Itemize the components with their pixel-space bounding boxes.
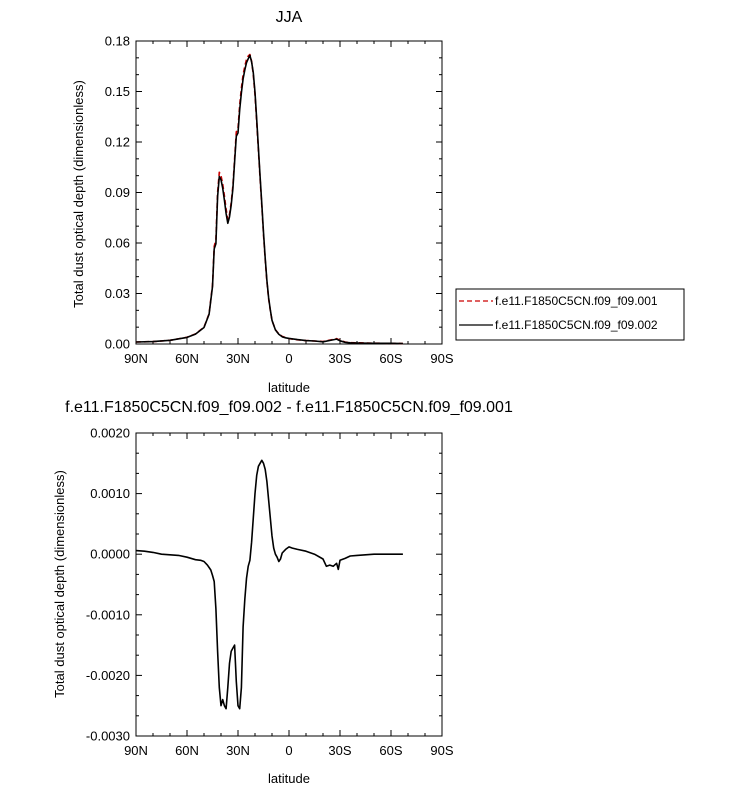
bottom-y-tick-label: 0.0000: [90, 547, 130, 562]
bottom-series-line-1: [135, 459, 403, 710]
top-x-tick-label: 0: [285, 351, 292, 366]
bottom-x-tick-label: 30N: [226, 743, 250, 758]
bottom-y-tick-label: -0.0030: [86, 729, 130, 744]
top-y-tick-label: 0.06: [105, 236, 130, 251]
top-y-tick-label: 0.15: [105, 84, 130, 99]
bottom-y-tick-label: 0.0020: [90, 426, 130, 441]
bottom-plot-area: 90N 60N 30N 0 30S 60S 90S -0.0030 -0.0020 -0.0010…: [86, 426, 454, 759]
top-plot-frame: [135, 40, 443, 345]
bottom-panel: f.e11.F1850C5CN.f09_f09.002 - f.e11.F185…: [52, 399, 513, 786]
bottom-x-tick-label: 30S: [328, 743, 351, 758]
bottom-x-tick-label: 60N: [175, 743, 199, 758]
top-x-tick-label: 60N: [175, 351, 199, 366]
bottom-y-tick-label: -0.0020: [86, 668, 130, 683]
top-y-tick-label: 0.03: [105, 286, 130, 301]
bottom-x-axis-label: latitude: [268, 771, 310, 786]
top-x-tick-label: 90S: [430, 351, 453, 366]
top-series-line-2: [135, 54, 403, 345]
top-panel: JJA latitude Total dust optical depth (d…: [71, 9, 454, 395]
legend-label-series-2: f.e11.F1850C5CN.f09_f09.002: [495, 318, 658, 332]
top-x-tick-label: 60S: [379, 351, 402, 366]
bottom-x-tick-label: 90N: [124, 743, 148, 758]
top-y-axis-label: Total dust optical depth (dimensionless): [71, 80, 86, 308]
top-y-tick-label: 0.18: [105, 34, 130, 49]
top-x-axis-label: latitude: [268, 380, 310, 395]
bottom-y-tick-label: -0.0010: [86, 607, 130, 622]
bottom-y-tick-label: 0.0010: [90, 486, 130, 501]
bottom-x-tick-label: 60S: [379, 743, 402, 758]
bottom-plot-frame: [135, 432, 443, 737]
bottom-x-tick-label: 0: [285, 743, 292, 758]
top-y-tick-label: 0.12: [105, 135, 130, 150]
bottom-y-axis-label: Total dust optical depth (dimensionless): [52, 470, 67, 698]
top-chart-title: JJA: [276, 9, 303, 26]
legend-box: [455, 288, 685, 341]
top-x-tick-label: 30N: [226, 351, 250, 366]
legend: f.e11.F1850C5CN.f09_f09.001 f.e11.F1850C…: [455, 288, 685, 341]
top-y-tick-label: 0.00: [105, 337, 130, 352]
bottom-x-tick-label: 90S: [430, 743, 453, 758]
top-plot-area: 90N 60N 30N 0 30S 60S 90S 0.00 0.03 0.06 0.09 0.12 0…: [105, 34, 454, 367]
bottom-chart-title: f.e11.F1850C5CN.f09_f09.002 - f.e11.F185…: [65, 399, 513, 416]
top-y-tick-label: 0.09: [105, 185, 130, 200]
top-x-tick-label: 90N: [124, 351, 148, 366]
legend-label-series-1: f.e11.F1850C5CN.f09_f09.001: [495, 294, 658, 308]
top-x-tick-label: 30S: [328, 351, 351, 366]
